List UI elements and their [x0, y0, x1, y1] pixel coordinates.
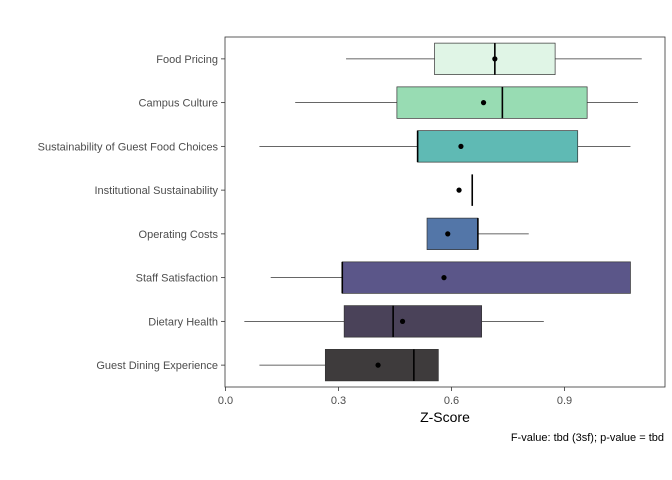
- boxes-layer: [244, 42, 642, 382]
- y-tick-label: Staff Satisfaction: [136, 273, 218, 285]
- box-iqr: [343, 305, 483, 338]
- mean-point: [458, 143, 464, 149]
- box-0: [346, 42, 642, 75]
- box-7: [259, 349, 439, 382]
- y-tick-label: Food Pricing: [156, 54, 218, 66]
- caption: F-value: tbd (3sf); p-value = tbd: [511, 432, 664, 444]
- x-tick-label: 0.0: [218, 395, 233, 407]
- box-6: [244, 305, 544, 338]
- mean-point: [441, 275, 447, 281]
- y-tick-label: Operating Costs: [139, 229, 219, 241]
- box-iqr: [417, 130, 579, 163]
- x-tick-label: 0.3: [331, 395, 346, 407]
- y-tick-label: Guest Dining Experience: [96, 360, 218, 372]
- mean-point: [480, 100, 487, 106]
- y-axis: Food Pricing Campus Culture Sustainability…: [38, 54, 225, 372]
- box-1: [295, 86, 638, 119]
- y-tick-label: Sustainability of Guest Food Choices: [38, 141, 219, 153]
- box-iqr: [324, 349, 439, 382]
- y-tick-label: Institutional Sustainability: [94, 185, 218, 197]
- box-iqr: [396, 86, 588, 119]
- box-iqr: [426, 217, 479, 250]
- x-axis-title: Z-Score: [420, 409, 470, 425]
- y-tick-label: Campus Culture: [139, 98, 218, 110]
- mean-point: [445, 231, 451, 237]
- box-3: [456, 174, 474, 206]
- mean-point: [492, 56, 498, 62]
- box-iqr: [341, 261, 631, 294]
- box-5: [270, 261, 631, 294]
- box-4: [426, 217, 529, 250]
- box-2: [259, 130, 631, 163]
- x-axis: 0.0 0.3 0.6 0.9: [218, 387, 572, 407]
- mean-point: [399, 318, 406, 324]
- y-tick-label: Dietary Health: [148, 316, 218, 328]
- x-tick-label: 0.9: [557, 395, 572, 407]
- x-tick-label: 0.6: [444, 395, 459, 407]
- mean-point: [456, 187, 462, 193]
- mean-point: [375, 362, 381, 368]
